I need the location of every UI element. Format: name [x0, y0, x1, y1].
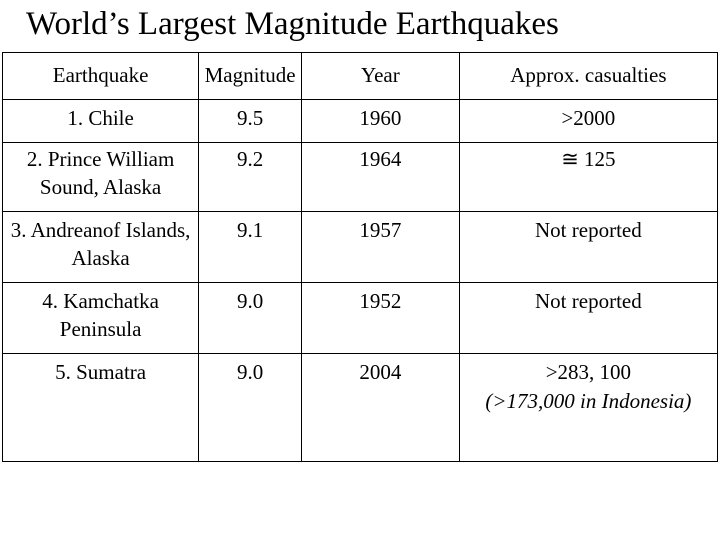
casualties-note: (>173,000 in Indonesia) — [485, 389, 692, 413]
cell-earthquake: 1. Chile — [1, 99, 200, 143]
slide-title: World’s Largest Magnitude Earthquakes — [26, 6, 559, 42]
cell-casualties: Not reported — [458, 211, 719, 283]
table-row: 5. Sumatra 9.0 2004 >283, 100 (>173,000 … — [1, 353, 719, 462]
earthquake-table: Earthquake Magnitude Year Approx. casual… — [1, 52, 719, 462]
table-header-row: Earthquake Magnitude Year Approx. casual… — [1, 52, 719, 100]
header-magnitude: Magnitude — [198, 52, 302, 100]
cell-earthquake: 3. Andreanof Islands, Alaska — [1, 211, 200, 283]
cell-magnitude: 9.2 — [198, 142, 302, 212]
cell-earthquake: 2. Prince William Sound, Alaska — [1, 142, 200, 212]
header-earthquake: Earthquake — [1, 52, 200, 100]
table-row: 3. Andreanof Islands, Alaska 9.1 1957 No… — [1, 211, 719, 283]
cell-casualties: >2000 — [458, 99, 719, 143]
cell-casualties: ≅ 125 — [458, 142, 719, 212]
cell-earthquake: 4. Kamchatka Peninsula — [1, 282, 200, 354]
cell-magnitude: 9.1 — [198, 211, 302, 283]
cell-casualties: Not reported — [458, 282, 719, 354]
table-row: 2. Prince William Sound, Alaska 9.2 1964… — [1, 142, 719, 212]
cell-magnitude: 9.5 — [198, 99, 302, 143]
cell-year: 2004 — [301, 353, 460, 462]
cell-magnitude: 9.0 — [198, 282, 302, 354]
cell-year: 1952 — [301, 282, 460, 354]
table-row: 1. Chile 9.5 1960 >2000 — [1, 99, 719, 143]
table-row: 4. Kamchatka Peninsula 9.0 1952 Not repo… — [1, 282, 719, 354]
cell-year: 1957 — [301, 211, 460, 283]
cell-earthquake: 5. Sumatra — [1, 353, 200, 462]
cell-casualties: >283, 100 (>173,000 in Indonesia) — [458, 353, 719, 462]
casualties-value: >283, 100 — [545, 360, 632, 384]
cell-year: 1960 — [301, 99, 460, 143]
header-year: Year — [301, 52, 460, 100]
cell-year: 1964 — [301, 142, 460, 212]
cell-magnitude: 9.0 — [198, 353, 302, 462]
header-casualties: Approx. casualties — [458, 52, 719, 100]
